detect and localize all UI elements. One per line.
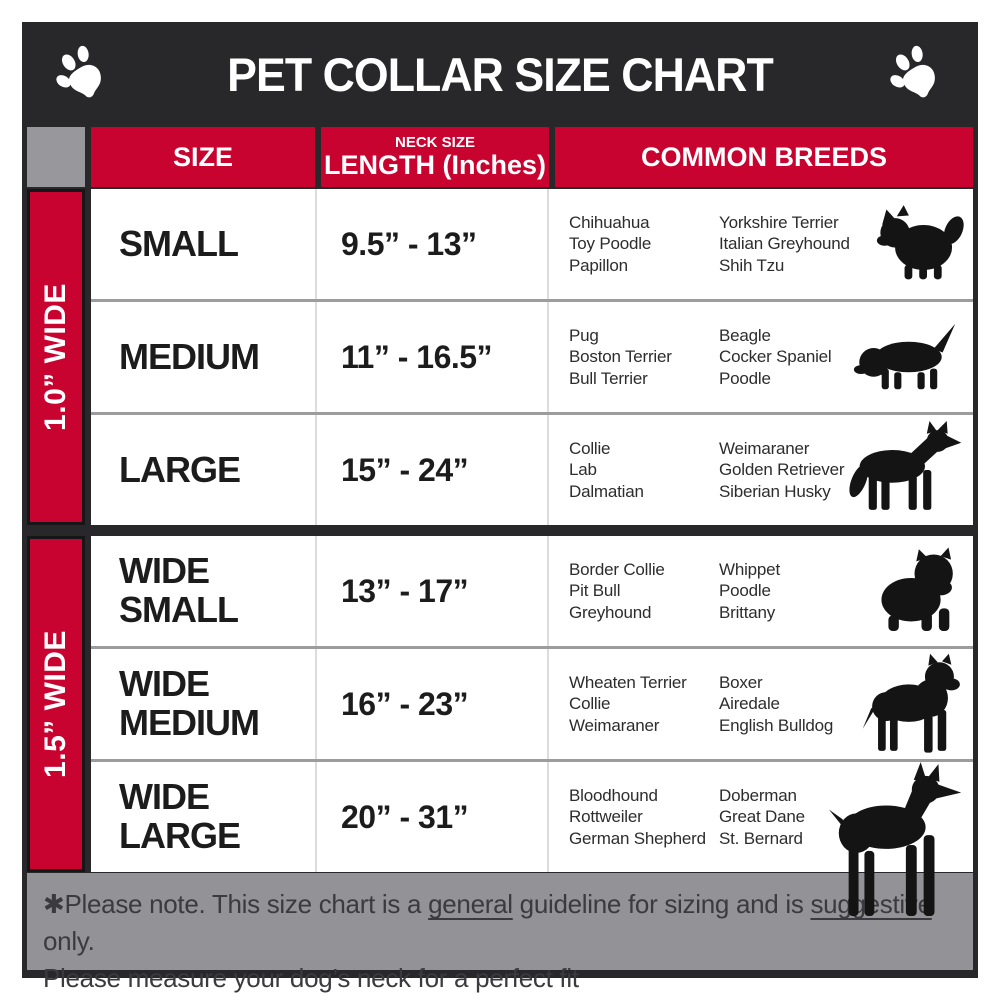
- neck-size-value: 15” - 24”: [341, 451, 469, 488]
- table-row-wide-medium: WIDE MEDIUM 16” - 23” Wheaten Terrier Co…: [91, 646, 973, 759]
- page-title: PET COLLAR SIZE CHART: [227, 47, 774, 101]
- neck-size-value: 20” - 31”: [341, 798, 469, 835]
- breed-name: Wheaten Terrier: [569, 673, 687, 693]
- breed-name: Bull Terrier: [569, 368, 648, 388]
- breed-name: Beagle: [719, 326, 771, 346]
- size-chart-board: PET COLLAR SIZE CHART SIZE NECK SIZE LEN…: [22, 22, 978, 993]
- neck-size-value: 9.5” - 13”: [341, 225, 477, 262]
- breed-name: Border Collie: [569, 560, 665, 580]
- table-row-large: LARGE 15” - 24” Collie Lab Dalmatian Wei…: [91, 412, 973, 525]
- breed-name: Collie: [569, 694, 611, 714]
- breed-name: Doberman: [719, 786, 797, 806]
- footer-note: ✱Please note. This size chart is a gener…: [27, 873, 973, 993]
- breed-name: Chihuahua: [569, 213, 650, 233]
- breed-name: Pit Bull: [569, 581, 621, 601]
- column-header-label: SIZE: [172, 141, 233, 172]
- width-rail-1-5: 1.5” WIDE: [27, 536, 85, 872]
- breed-name: Weimaraner: [719, 439, 810, 459]
- breed-name: Cocker Spaniel: [719, 347, 832, 367]
- breed-name: Toy Poodle: [569, 234, 652, 254]
- size-label: MEDIUM: [119, 335, 260, 377]
- footer-note-text: ✱Please note. This size chart is a: [43, 889, 429, 919]
- breed-name: Shih Tzu: [719, 255, 785, 275]
- column-header-sublabel: NECK SIZE: [394, 133, 475, 151]
- width-rail-label: 1.5” WIDE: [39, 630, 72, 778]
- breed-name: Lab: [569, 460, 597, 480]
- size-label: WIDE SMALL: [119, 550, 239, 630]
- breed-name: Poodle: [719, 581, 771, 601]
- breed-name: Rottweiler: [569, 807, 643, 827]
- neck-size-value: 11” - 16.5”: [341, 338, 493, 375]
- paw-icon: [890, 45, 935, 98]
- breed-name: Collie: [569, 439, 611, 459]
- breed-name: Siberian Husky: [719, 481, 831, 501]
- breed-name: Pug: [569, 326, 599, 346]
- column-header-neck-size: NECK SIZE LENGTH (Inches): [321, 127, 549, 187]
- breed-name: Weimaraner: [569, 715, 660, 735]
- doberman-silhouette-icon: [828, 762, 962, 917]
- puppy-silhouette-icon: [853, 323, 956, 390]
- width-rail-1-0: 1.0” WIDE: [27, 189, 85, 525]
- breed-name: Italian Greyhound: [719, 234, 850, 254]
- column-header-size: SIZE: [91, 127, 315, 187]
- breed-name: Golden Retriever: [719, 460, 845, 480]
- breed-name: Whippet: [719, 560, 780, 580]
- breed-name: Poodle: [719, 368, 771, 388]
- column-header-label: COMMON BREEDS: [640, 141, 887, 172]
- breed-name: St. Bernard: [719, 828, 803, 848]
- breed-name: Boxer: [719, 673, 763, 693]
- pitbull-silhouette-icon: [862, 653, 960, 753]
- paw-icon: [56, 45, 101, 98]
- footer-note-text: guideline for sizing and is: [512, 889, 811, 919]
- size-label: LARGE: [119, 448, 241, 490]
- table-row-medium: MEDIUM 11” - 16.5” Pug Boston Terrier Bu…: [91, 299, 973, 412]
- breed-name: Bloodhound: [569, 786, 658, 806]
- header-corner-cell: [27, 127, 85, 187]
- table-row-wide-small: WIDE SMALL 13” - 17” Border Collie Pit B…: [91, 536, 973, 646]
- neck-size-value: 16” - 23”: [341, 685, 469, 722]
- section-1-inch-wide: 1.0” WIDE SMALL 9.5” - 13” Chihuahua Toy…: [27, 189, 973, 525]
- breed-name: English Bulldog: [719, 715, 834, 735]
- footer-note-text: only.: [43, 925, 95, 956]
- column-header-label: LENGTH (Inches): [323, 149, 546, 180]
- breed-name: Yorkshire Terrier: [719, 213, 839, 233]
- size-label: WIDE MEDIUM: [119, 663, 260, 743]
- size-label: SMALL: [119, 222, 239, 264]
- shepherd-silhouette-icon: [849, 421, 962, 510]
- section-1-5-inch-wide: 1.5” WIDE WIDE SMALL 13” - 17” Border Co…: [27, 536, 973, 917]
- table-header-row: SIZE NECK SIZE LENGTH (Inches) COMMON BR…: [27, 127, 973, 187]
- table-row-wide-large: WIDE LARGE 20” - 31” Bloodhound Rottweil…: [91, 759, 973, 917]
- breed-name: Brittany: [719, 602, 776, 622]
- column-header-common-breeds: COMMON BREEDS: [555, 127, 973, 187]
- breed-name: Dalmatian: [569, 481, 644, 501]
- title-bar: PET COLLAR SIZE CHART: [22, 22, 978, 126]
- pomeranian-silhouette-icon: [876, 205, 964, 280]
- breed-name: Papillon: [569, 255, 628, 275]
- breed-name: Airedale: [719, 694, 780, 714]
- breed-name: Boston Terrier: [569, 347, 672, 367]
- width-rail-label: 1.0” WIDE: [39, 283, 72, 431]
- size-label: WIDE LARGE: [119, 776, 241, 856]
- neck-size-value: 13” - 17”: [341, 572, 469, 609]
- footer-note-line2: Please measure your dog’s neck for a per…: [43, 962, 579, 993]
- breed-name: Greyhound: [569, 602, 652, 622]
- table-row-small: SMALL 9.5” - 13” Chihuahua Toy Poodle Pa…: [91, 189, 973, 299]
- breed-name: Great Dane: [719, 807, 805, 827]
- bulldog-silhouette-icon: [881, 547, 953, 632]
- footer-underlined-word: general: [428, 889, 513, 919]
- breed-name: German Shepherd: [569, 828, 706, 848]
